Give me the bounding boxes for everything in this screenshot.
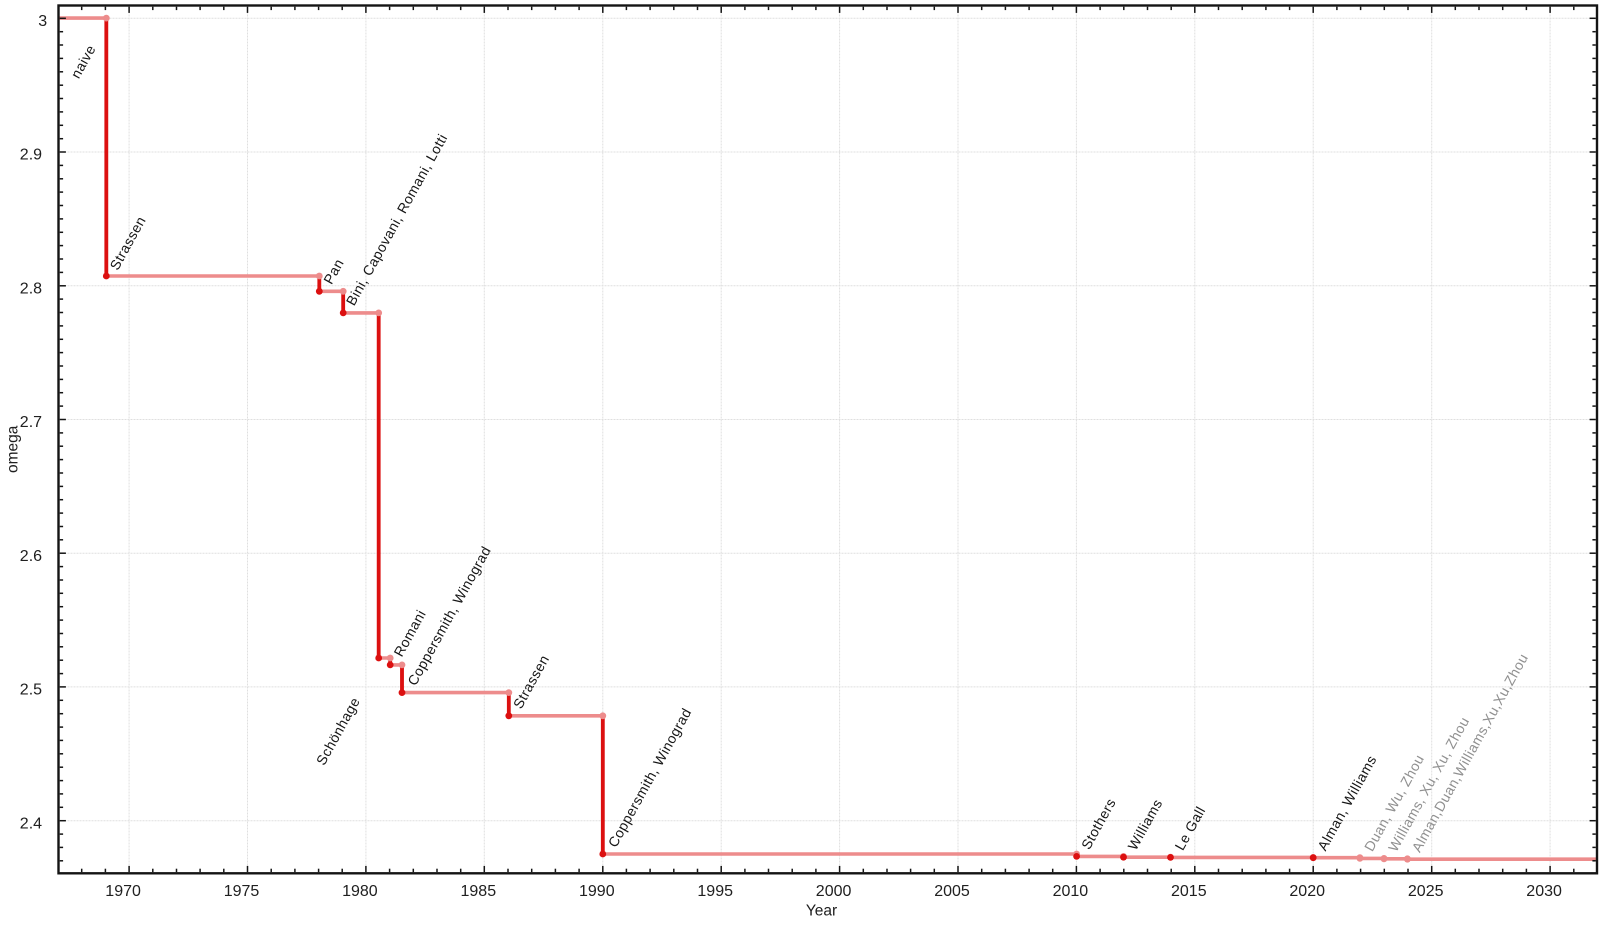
svg-text:1970: 1970: [105, 883, 141, 900]
svg-text:2010: 2010: [1053, 883, 1089, 900]
svg-text:2020: 2020: [1289, 883, 1325, 900]
svg-text:2.4: 2.4: [20, 815, 42, 832]
svg-text:1990: 1990: [579, 883, 615, 900]
svg-text:2000: 2000: [816, 883, 852, 900]
svg-text:2030: 2030: [1526, 883, 1562, 900]
svg-text:1980: 1980: [342, 883, 378, 900]
svg-text:2025: 2025: [1408, 883, 1444, 900]
svg-text:2.5: 2.5: [20, 682, 42, 699]
svg-text:2.7: 2.7: [20, 414, 42, 431]
svg-text:omega: omega: [5, 425, 22, 473]
svg-text:2.6: 2.6: [20, 548, 42, 565]
svg-text:1975: 1975: [224, 883, 260, 900]
svg-text:Year: Year: [806, 903, 837, 920]
svg-text:1985: 1985: [461, 883, 497, 900]
svg-text:2015: 2015: [1171, 883, 1207, 900]
svg-text:3: 3: [38, 13, 47, 30]
svg-text:2005: 2005: [934, 883, 970, 900]
svg-text:2.8: 2.8: [20, 280, 42, 297]
svg-text:2.9: 2.9: [20, 147, 42, 164]
svg-text:1995: 1995: [697, 883, 733, 900]
